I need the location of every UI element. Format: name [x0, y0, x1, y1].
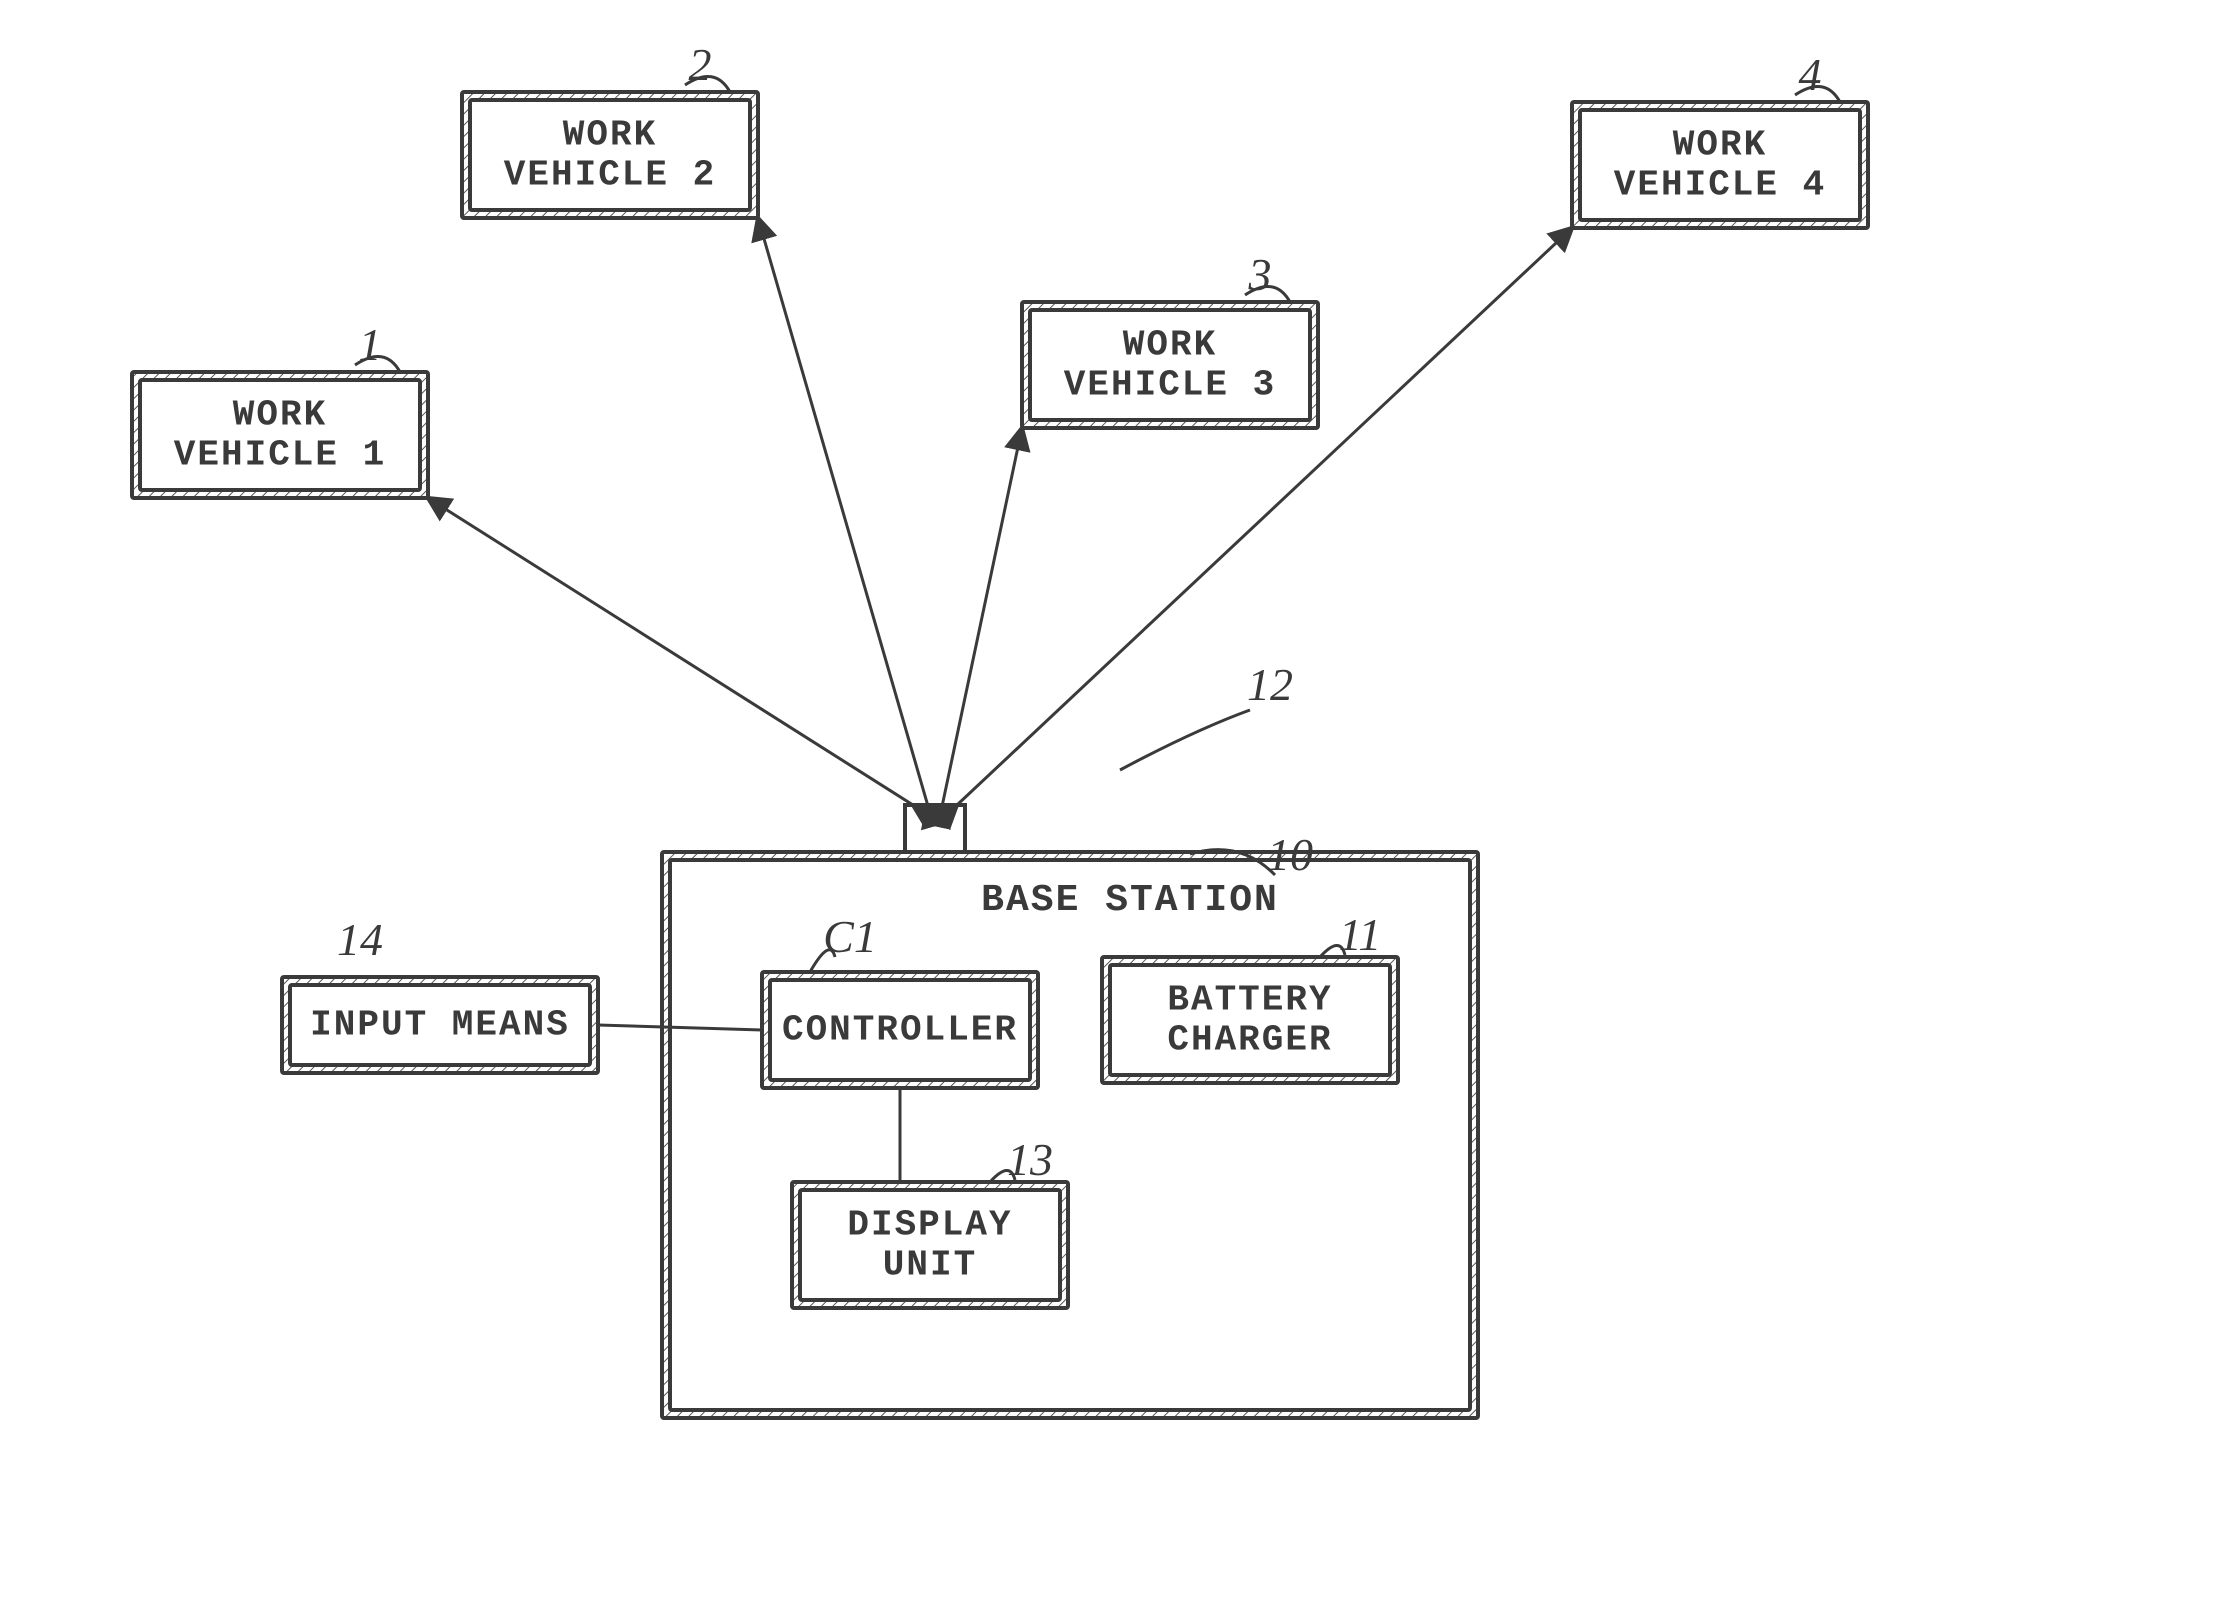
work-vehicle-2-label-2: VEHICLE 2	[504, 154, 716, 195]
battery-charger-ref: 11	[1339, 909, 1382, 960]
work-vehicle-4-label-1: WORK	[1673, 125, 1767, 166]
work-vehicle-1-label-2: VEHICLE 1	[174, 434, 386, 475]
controller-ref: C1	[823, 911, 877, 962]
work-vehicle-2-ref: 2	[689, 39, 712, 90]
work-vehicle-2-label-1: WORK	[563, 115, 657, 156]
link-arrow-3	[942, 428, 1022, 805]
link-arrow-2	[758, 218, 928, 805]
base-station-title: BASE STATION	[981, 879, 1279, 922]
input-means-label: INPUT MEANS	[310, 1005, 570, 1046]
work-vehicle-4-ref: 4	[1799, 49, 1822, 100]
battery-charger-label-1: BATTERY	[1167, 980, 1332, 1021]
link-arrow-1	[428, 498, 913, 805]
base-station-ref: 10	[1267, 829, 1313, 880]
controller-label: CONTROLLER	[782, 1010, 1018, 1051]
display-unit-label-1: DISPLAY	[847, 1205, 1012, 1246]
work-vehicle-1-ref: 1	[359, 319, 382, 370]
work-vehicle-4-label-2: VEHICLE 4	[1614, 164, 1826, 205]
display-unit-label-2: UNIT	[883, 1244, 977, 1285]
work-vehicle-3-ref: 3	[1248, 249, 1272, 300]
work-vehicle-3-label-1: WORK	[1123, 325, 1217, 366]
battery-charger-label-2: CHARGER	[1167, 1019, 1332, 1060]
ref-12: 12	[1247, 659, 1293, 710]
diagram-root: WORKVEHICLE 11WORKVEHICLE 22WORKVEHICLE …	[0, 0, 2217, 1610]
work-vehicle-3-label-2: VEHICLE 3	[1064, 364, 1276, 405]
ref-12-leader	[1120, 710, 1250, 770]
display-unit-ref: 13	[1007, 1134, 1053, 1185]
work-vehicle-1-label-1: WORK	[233, 395, 327, 436]
input-means-ref: 14	[337, 914, 383, 965]
